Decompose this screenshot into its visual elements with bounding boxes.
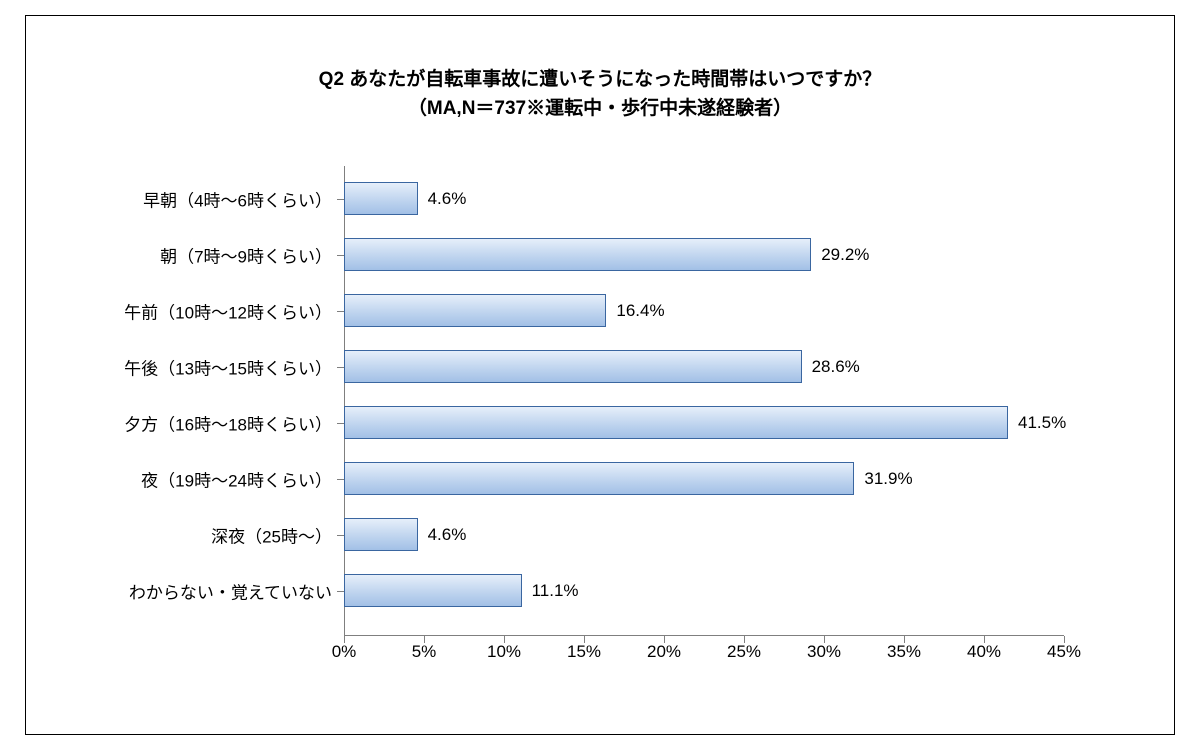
bar bbox=[344, 182, 418, 215]
category-label: わからない・覚えていない bbox=[129, 578, 332, 603]
value-label: 4.6% bbox=[428, 525, 467, 545]
category-label: 午前（10時～12時くらい） bbox=[124, 298, 332, 323]
bar-row: 朝（7時～9時くらい）29.2% bbox=[344, 238, 1064, 271]
chart-area: 早朝（4時～6時くらい）4.6%朝（7時～9時くらい）29.2%午前（10時～1… bbox=[86, 166, 1136, 686]
x-tick-label: 0% bbox=[332, 642, 357, 662]
x-tick-label: 40% bbox=[967, 642, 1001, 662]
value-label: 4.6% bbox=[428, 189, 467, 209]
bar-row: 夜（19時～24時くらい）31.9% bbox=[344, 462, 1064, 495]
y-tick bbox=[337, 255, 344, 256]
y-tick bbox=[337, 367, 344, 368]
y-tick bbox=[337, 479, 344, 480]
value-label: 16.4% bbox=[616, 301, 664, 321]
bar bbox=[344, 574, 522, 607]
bar-row: 午後（13時～15時くらい）28.6% bbox=[344, 350, 1064, 383]
category-label: 午後（13時～15時くらい） bbox=[124, 354, 332, 379]
bar-row: 夕方（16時～18時くらい）41.5% bbox=[344, 406, 1064, 439]
value-label: 31.9% bbox=[864, 469, 912, 489]
category-label: 朝（7時～9時くらい） bbox=[160, 242, 332, 267]
x-tick-label: 15% bbox=[567, 642, 601, 662]
category-label: 早朝（4時～6時くらい） bbox=[143, 186, 332, 211]
bar-row: 午前（10時～12時くらい）16.4% bbox=[344, 294, 1064, 327]
title-line-2: （MA,N＝737※運転中・歩行中未遂経験者） bbox=[26, 95, 1174, 124]
bar-row: 深夜（25時～）4.6% bbox=[344, 518, 1064, 551]
y-tick bbox=[337, 535, 344, 536]
x-tick-label: 5% bbox=[412, 642, 437, 662]
x-tick-label: 45% bbox=[1047, 642, 1081, 662]
bar bbox=[344, 518, 418, 551]
x-tick-label: 10% bbox=[487, 642, 521, 662]
bar bbox=[344, 350, 802, 383]
y-tick bbox=[337, 423, 344, 424]
value-label: 11.1% bbox=[532, 581, 579, 601]
y-tick bbox=[337, 199, 344, 200]
bar bbox=[344, 238, 811, 271]
y-tick bbox=[337, 591, 344, 592]
x-axis bbox=[344, 635, 1064, 636]
value-label: 41.5% bbox=[1018, 413, 1066, 433]
category-label: 夕方（16時～18時くらい） bbox=[124, 410, 332, 435]
bar-row: 早朝（4時～6時くらい）4.6% bbox=[344, 182, 1064, 215]
bar bbox=[344, 462, 854, 495]
chart-title: Q2 あなたが自転車事故に遭いそうになった時間帯はいつですか？ （MA,N＝73… bbox=[26, 66, 1174, 123]
title-line-1: Q2 あなたが自転車事故に遭いそうになった時間帯はいつですか？ bbox=[26, 66, 1174, 95]
y-tick bbox=[337, 311, 344, 312]
x-tick-label: 20% bbox=[647, 642, 681, 662]
x-tick-label: 25% bbox=[727, 642, 761, 662]
x-tick-label: 35% bbox=[887, 642, 921, 662]
chart-frame: Q2 あなたが自転車事故に遭いそうになった時間帯はいつですか？ （MA,N＝73… bbox=[25, 15, 1175, 735]
y-axis bbox=[344, 166, 345, 636]
bar bbox=[344, 294, 606, 327]
value-label: 29.2% bbox=[821, 245, 869, 265]
value-label: 28.6% bbox=[812, 357, 860, 377]
category-label: 深夜（25時～） bbox=[211, 522, 332, 547]
plot-region: 早朝（4時～6時くらい）4.6% 朝（7時～9時くらい）29.2% 午前（10時～1… bbox=[344, 166, 1064, 636]
bar bbox=[344, 406, 1008, 439]
category-label: 夜（19時～24時くらい） bbox=[141, 466, 332, 491]
bar-row: わからない・覚えていない11.1% bbox=[344, 574, 1064, 607]
x-tick-label: 30% bbox=[807, 642, 841, 662]
